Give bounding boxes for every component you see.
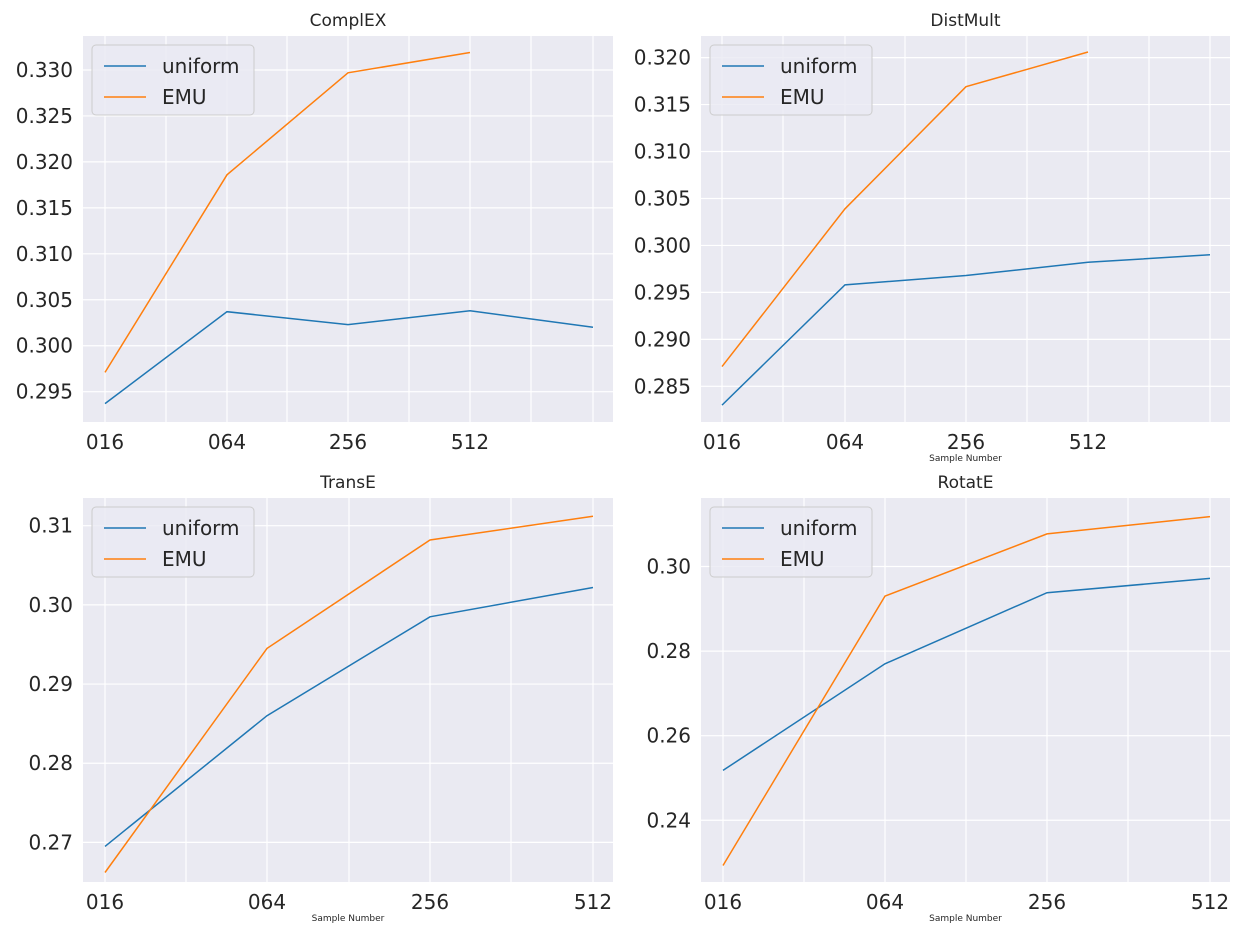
- y-tick-label: 0.315: [634, 93, 691, 117]
- y-tick-label: 0.315: [16, 196, 73, 220]
- y-tick-label: 0.295: [16, 380, 73, 404]
- y-tick-label: 0.28: [28, 751, 73, 775]
- x-tick-label: 064: [826, 430, 864, 454]
- x-tick-label: 512: [574, 890, 612, 914]
- chart-panel-3: 0.24 0.26 0.28 0.30 016 064 256 512 RotatE Sample…: [646, 473, 1230, 924]
- legend-label: EMU: [162, 85, 207, 109]
- legend: uniform EMU: [91, 506, 255, 578]
- x-tick-label: 064: [866, 890, 904, 914]
- legend-label: uniform: [780, 54, 858, 78]
- y-tick-label: 0.27: [28, 830, 73, 854]
- chart-panel-0: 0.295 0.300 0.305 0.310 0.315 0.320 0.325 0.330…: [16, 11, 613, 454]
- series-line-emu: [104, 51, 471, 373]
- chart-panel-2: 0.27 0.28 0.29 0.30 0.31 016 064 256 512 TransE Sa…: [28, 473, 613, 924]
- x-tick-label: 016: [703, 430, 741, 454]
- x-tick-label: 064: [248, 890, 286, 914]
- x-tick-label: 016: [86, 430, 124, 454]
- x-axis-label: Sample Number: [929, 454, 1002, 464]
- y-tick-label: 0.26: [646, 724, 691, 748]
- chart-title: DistMult: [930, 11, 1001, 31]
- y-tick-label: 0.330: [16, 58, 73, 82]
- x-tick-label: 256: [947, 430, 985, 454]
- chart-title: TransE: [319, 473, 376, 493]
- y-tick-label: 0.290: [634, 327, 691, 351]
- y-tick-label: 0.24: [646, 808, 691, 832]
- y-tick-label: 0.310: [634, 140, 691, 164]
- y-tick-label: 0.300: [16, 334, 73, 358]
- legend: uniform EMU: [709, 506, 873, 578]
- x-tick-label: 064: [208, 430, 246, 454]
- x-tick-label: 512: [1069, 430, 1107, 454]
- x-tick-label: 256: [329, 430, 367, 454]
- legend-label: uniform: [162, 54, 240, 78]
- y-tick-label: 0.310: [16, 242, 73, 266]
- x-tick-label: 016: [86, 890, 124, 914]
- y-tick-label: 0.28: [646, 639, 691, 663]
- chart-title: RotatE: [938, 473, 994, 493]
- y-tick-label: 0.31: [28, 514, 73, 538]
- legend: uniform EMU: [91, 44, 255, 116]
- y-tick-label: 0.300: [634, 233, 691, 257]
- y-tick-label: 0.325: [16, 104, 73, 128]
- series-line-emu: [104, 515, 594, 873]
- x-axis-label: Sample Number: [312, 914, 385, 924]
- y-tick-label: 0.320: [16, 150, 73, 174]
- x-tick-label: 512: [451, 430, 489, 454]
- legend: uniform EMU: [709, 44, 873, 116]
- legend-label: EMU: [780, 85, 825, 109]
- series-line-uniform: [722, 577, 1211, 772]
- y-tick-label: 0.30: [28, 593, 73, 617]
- x-tick-label: 256: [411, 890, 449, 914]
- y-tick-label: 0.305: [634, 186, 691, 210]
- y-tick-label: 0.295: [634, 280, 691, 304]
- legend-label: uniform: [162, 516, 240, 540]
- series-line-emu: [721, 51, 1089, 368]
- chart-panel-1: 0.285 0.290 0.295 0.300 0.305 0.310 0.315 0.320…: [634, 11, 1230, 464]
- y-tick-label: 0.30: [646, 555, 691, 579]
- y-tick-label: 0.305: [16, 288, 73, 312]
- legend-label: EMU: [162, 547, 207, 571]
- y-tick-label: 0.320: [634, 46, 691, 70]
- y-tick-label: 0.29: [28, 672, 73, 696]
- x-tick-label: 256: [1028, 890, 1066, 914]
- x-tick-label: 512: [1191, 890, 1229, 914]
- legend-label: uniform: [780, 516, 858, 540]
- series-line-uniform: [104, 310, 594, 405]
- series-line-emu: [722, 515, 1211, 866]
- series-line-uniform: [721, 254, 1211, 406]
- y-tick-label: 0.285: [634, 374, 691, 398]
- chart-title: ComplEX: [310, 11, 387, 31]
- series-line-uniform: [104, 586, 594, 847]
- x-axis-label: Sample Number: [929, 914, 1002, 924]
- x-tick-label: 016: [704, 890, 742, 914]
- legend-label: EMU: [780, 547, 825, 571]
